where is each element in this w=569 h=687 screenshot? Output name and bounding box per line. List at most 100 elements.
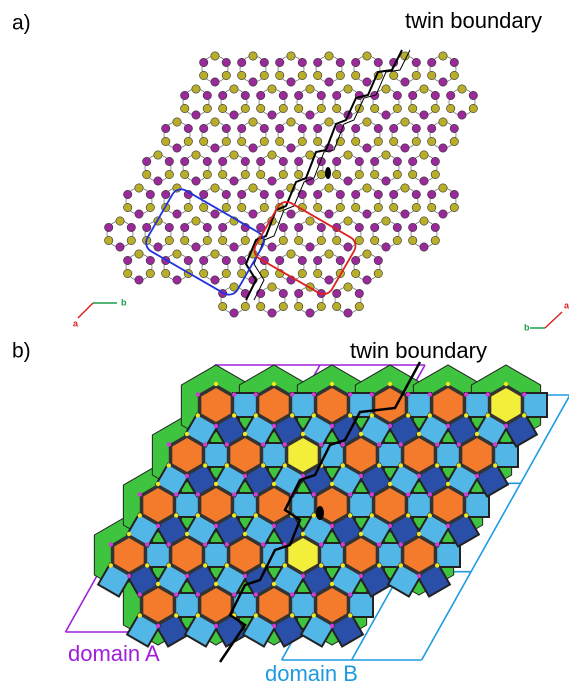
cluster xyxy=(390,71,398,79)
cluster xyxy=(184,203,192,211)
axis-arrow xyxy=(545,312,562,328)
cluster xyxy=(162,269,170,277)
cluster xyxy=(295,302,303,310)
cluster xyxy=(116,217,124,225)
cluster xyxy=(219,170,227,178)
square-tile xyxy=(233,593,257,617)
axis-arrow xyxy=(78,303,93,318)
square-tile xyxy=(291,393,315,417)
cluster xyxy=(192,85,200,93)
atom xyxy=(341,442,345,446)
cluster xyxy=(181,91,189,99)
atom xyxy=(167,463,171,467)
cluster xyxy=(249,78,257,86)
atom xyxy=(156,582,160,586)
cluster xyxy=(268,111,276,119)
cluster xyxy=(238,124,246,132)
square-tile xyxy=(407,493,431,517)
cluster xyxy=(268,177,276,185)
cluster xyxy=(238,256,246,264)
cluster xyxy=(412,190,420,198)
axis-label: b xyxy=(524,322,530,332)
atom xyxy=(406,392,410,396)
atom xyxy=(435,563,439,567)
atom xyxy=(225,442,229,446)
cluster xyxy=(192,177,200,185)
atom xyxy=(464,513,468,517)
hexagon-tile xyxy=(258,586,291,624)
cluster xyxy=(219,236,227,244)
atom xyxy=(167,442,171,446)
cluster xyxy=(298,124,306,132)
atom xyxy=(493,463,497,467)
atom xyxy=(232,592,236,596)
cluster xyxy=(363,118,371,126)
cluster xyxy=(401,144,409,152)
square-tile xyxy=(523,393,547,417)
square-tile xyxy=(320,443,344,467)
cluster xyxy=(165,157,173,165)
atom xyxy=(174,513,178,517)
cluster xyxy=(192,111,200,119)
hexagon-tile xyxy=(461,436,494,474)
hexagon-tile xyxy=(171,536,204,574)
atom xyxy=(457,463,461,467)
atom xyxy=(272,582,276,586)
cluster xyxy=(200,58,208,66)
atom xyxy=(504,382,508,386)
cluster xyxy=(374,190,382,198)
hexagon-tile xyxy=(200,386,233,424)
cluster xyxy=(371,104,379,112)
hexagon-tile xyxy=(490,386,523,424)
cluster xyxy=(222,256,230,264)
cluster xyxy=(431,157,439,165)
atom xyxy=(225,542,229,546)
square-tile xyxy=(233,493,257,517)
cluster xyxy=(203,157,211,165)
square-tile xyxy=(436,443,460,467)
cluster xyxy=(181,170,189,178)
cluster xyxy=(279,302,287,310)
cluster xyxy=(249,52,257,60)
cluster xyxy=(371,236,379,244)
domain-label: domain B xyxy=(265,661,358,686)
lattice-b xyxy=(94,365,547,646)
square-tile xyxy=(146,543,170,567)
hexagon-tile xyxy=(345,436,378,474)
cluster xyxy=(431,223,439,231)
cluster xyxy=(268,283,276,291)
cluster xyxy=(409,157,417,165)
atom xyxy=(319,542,323,546)
hexagon-tile xyxy=(229,436,262,474)
atom xyxy=(196,492,200,496)
atom xyxy=(156,624,160,628)
cluster xyxy=(393,91,401,99)
cluster xyxy=(124,256,132,264)
cluster xyxy=(192,151,200,159)
atom xyxy=(254,492,258,496)
cluster xyxy=(249,210,257,218)
cluster xyxy=(184,124,192,132)
hexagon-tile xyxy=(258,386,291,424)
cluster xyxy=(279,104,287,112)
cluster xyxy=(355,236,363,244)
atom xyxy=(522,392,526,396)
cluster xyxy=(420,177,428,185)
atom xyxy=(272,524,276,528)
cluster xyxy=(352,269,360,277)
cluster xyxy=(165,170,173,178)
cluster xyxy=(249,144,257,152)
atom xyxy=(457,442,461,446)
cluster xyxy=(355,223,363,231)
cluster xyxy=(222,137,230,145)
cluster xyxy=(412,203,420,211)
cluster xyxy=(211,78,219,86)
atom xyxy=(341,463,345,467)
cluster xyxy=(295,289,303,297)
atom xyxy=(370,492,374,496)
square-tile xyxy=(233,393,257,417)
atom xyxy=(196,613,200,617)
cluster xyxy=(222,269,230,277)
cluster xyxy=(192,243,200,251)
cluster xyxy=(276,58,284,66)
